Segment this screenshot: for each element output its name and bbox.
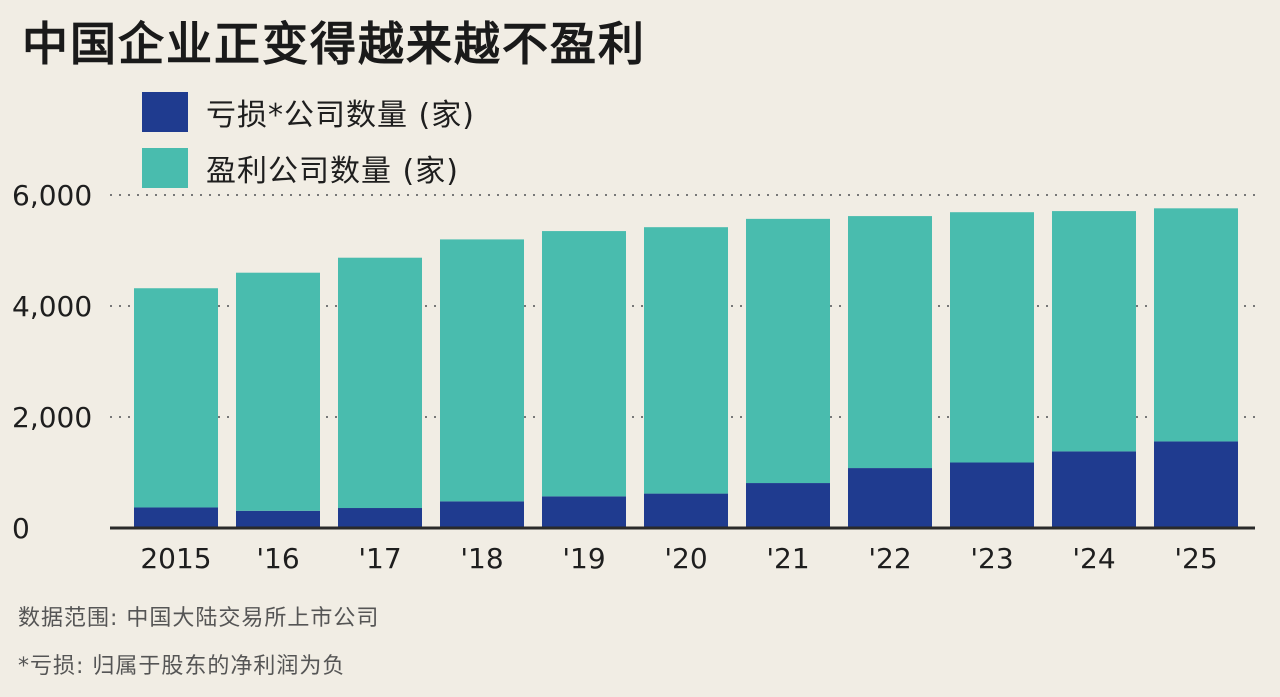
bar-segment-profit xyxy=(134,288,218,508)
y-tick-label: 6,000 xyxy=(12,179,92,212)
legend-label-profit: 盈利公司数量 (家) xyxy=(206,154,459,189)
legend: 亏损*公司数量 (家) 盈利公司数量 (家) xyxy=(142,84,475,196)
bar-segment-loss xyxy=(950,462,1034,528)
legend-item-loss: 亏损*公司数量 (家) xyxy=(142,84,475,140)
x-tick-label: '23 xyxy=(970,542,1013,575)
legend-item-profit: 盈利公司数量 (家) xyxy=(142,140,475,196)
y-tick-label: 2,000 xyxy=(12,401,92,434)
x-tick-label: '20 xyxy=(664,542,707,575)
bar-segment-loss xyxy=(746,483,830,528)
bar-segment-loss xyxy=(236,510,320,528)
footnote-loss-definition: *亏损: 归属于股东的净利润为负 xyxy=(18,654,346,679)
x-tick-label: '17 xyxy=(358,542,401,575)
x-tick-label: '25 xyxy=(1174,542,1217,575)
bar-segment-profit xyxy=(644,227,728,494)
x-tick-label: '24 xyxy=(1072,542,1115,575)
bar-segment-profit xyxy=(848,216,932,469)
y-tick-label: 4,000 xyxy=(12,290,92,323)
bar-segment-profit xyxy=(236,272,320,511)
x-tick-label: '21 xyxy=(766,542,809,575)
footnote-data-scope: 数据范围: 中国大陆交易所上市公司 xyxy=(18,606,380,631)
bar-segment-profit xyxy=(746,218,830,484)
bar-segment-loss xyxy=(440,501,524,528)
bar-segment-loss xyxy=(134,507,218,528)
y-tick-label: 0 xyxy=(12,512,30,545)
bar-segment-profit xyxy=(1052,211,1136,452)
bar-segment-profit xyxy=(338,257,422,509)
bar-segment-profit xyxy=(440,239,524,502)
legend-swatch-loss xyxy=(142,92,188,132)
bar-segment-loss xyxy=(848,468,932,528)
x-tick-label: '22 xyxy=(868,542,911,575)
chart-title: 中国企业正变得越来越不盈利 xyxy=(22,17,646,71)
bar-segment-profit xyxy=(950,212,1034,463)
bar-segment-loss xyxy=(644,493,728,528)
legend-label-loss: 亏损*公司数量 (家) xyxy=(206,98,475,133)
bar-segment-loss xyxy=(338,508,422,528)
bar-segment-profit xyxy=(542,231,626,497)
x-tick-label: '18 xyxy=(460,542,503,575)
x-tick-label: '16 xyxy=(256,542,299,575)
bar-segment-loss xyxy=(1052,451,1136,528)
bar-segment-profit xyxy=(1154,208,1238,442)
x-tick-label: '19 xyxy=(562,542,605,575)
bar-segment-loss xyxy=(1154,441,1238,528)
bar-segment-loss xyxy=(542,496,626,528)
x-tick-label: 2015 xyxy=(140,542,211,575)
legend-swatch-profit xyxy=(142,148,188,188)
